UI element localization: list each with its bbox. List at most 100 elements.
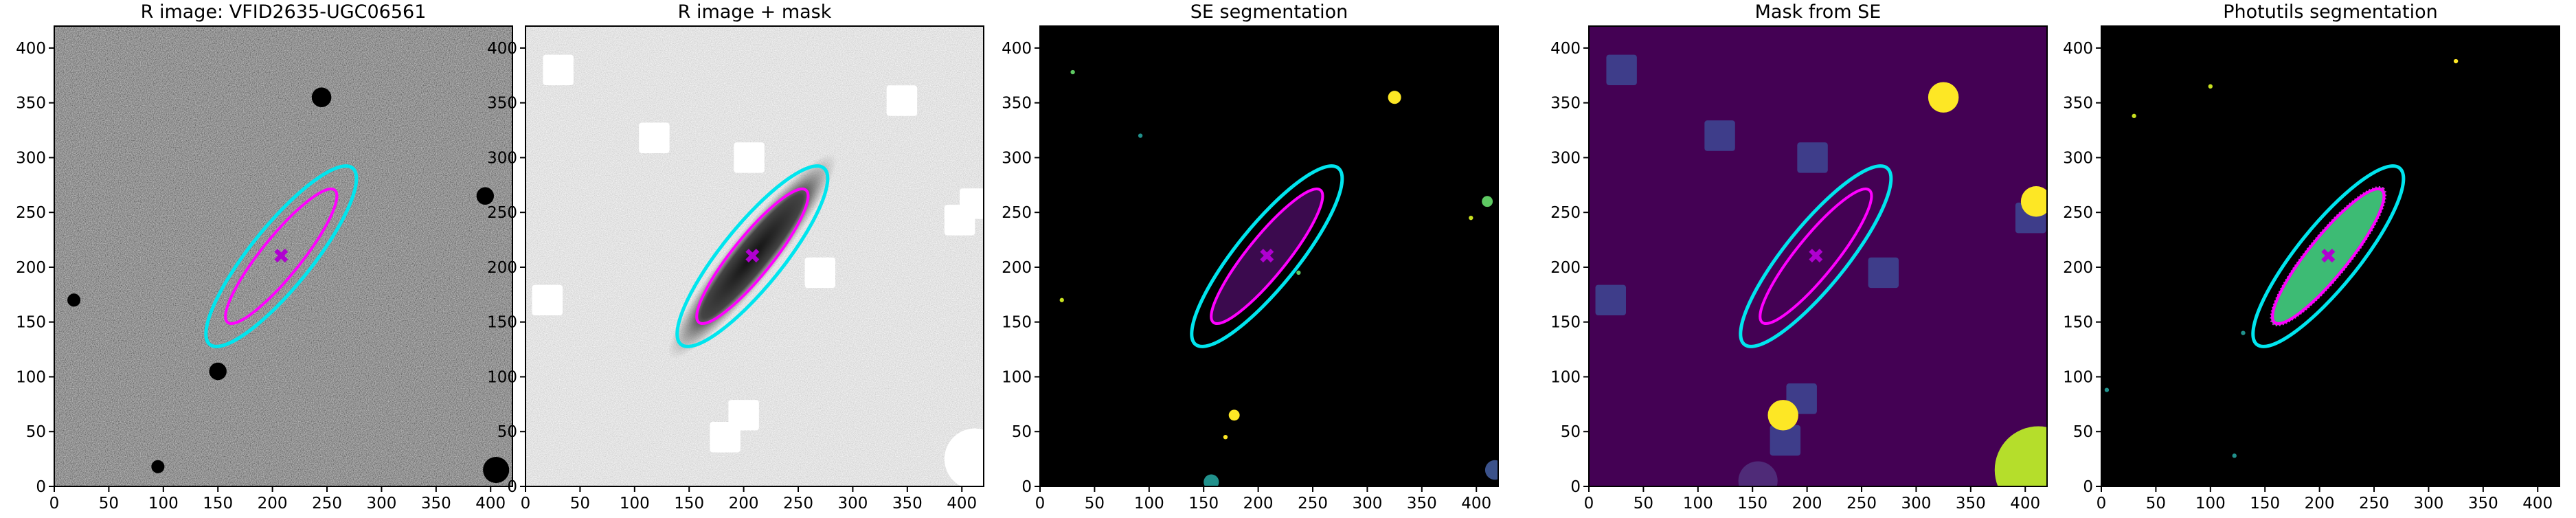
x-tick-label: 50 bbox=[1634, 495, 1653, 513]
x-tick-label: 400 bbox=[2522, 495, 2553, 513]
x-tick-label: 400 bbox=[947, 495, 977, 513]
panel-title: SE segmentation bbox=[1190, 1, 1348, 23]
panel: Photutils segmentation ✖ 0 50 100 150 200 250 30… bbox=[2063, 1, 2560, 513]
source bbox=[1928, 82, 1959, 113]
mask-square bbox=[944, 205, 975, 236]
y-tick-label: 0 bbox=[1021, 478, 1032, 496]
x-tick-label: 200 bbox=[729, 495, 759, 513]
y-tick-label: 100 bbox=[2063, 368, 2093, 386]
y-tick-label: 100 bbox=[1550, 368, 1581, 386]
source bbox=[1070, 69, 1075, 75]
axes-frame bbox=[525, 25, 984, 487]
y-tick-label: 50 bbox=[1012, 423, 1032, 441]
x-tick-label: 50 bbox=[99, 495, 119, 513]
y-tick-label: 300 bbox=[1550, 149, 1581, 167]
y-tick-label: 300 bbox=[487, 149, 517, 167]
panel-title: Photutils segmentation bbox=[2223, 1, 2438, 23]
source bbox=[1484, 460, 1498, 480]
x-tick-label: 150 bbox=[203, 495, 233, 513]
x-tick-label: 0 bbox=[49, 495, 60, 513]
mask-square bbox=[1797, 142, 1828, 173]
x-tick-label: 0 bbox=[1584, 495, 1594, 513]
y-tick-label: 50 bbox=[497, 423, 517, 441]
y-tick-label: 250 bbox=[16, 204, 46, 222]
y-tick-label: 150 bbox=[1550, 314, 1581, 332]
source bbox=[1204, 474, 1219, 486]
center-marker: ✖ bbox=[2320, 245, 2337, 269]
x-tick-label: 150 bbox=[674, 495, 704, 513]
x-tick-label: 300 bbox=[366, 495, 396, 513]
y-tick-label: 350 bbox=[1550, 95, 1581, 113]
mask-square bbox=[532, 284, 563, 316]
source bbox=[1228, 409, 1240, 421]
y-tick-label: 50 bbox=[2073, 423, 2093, 441]
source bbox=[2104, 387, 2110, 392]
y-tick-label: 150 bbox=[1002, 314, 1032, 332]
outer-ellipse bbox=[675, 164, 830, 348]
y-tick-label: 400 bbox=[1002, 40, 1032, 58]
y-tick-label: 50 bbox=[1561, 423, 1581, 441]
x-tick-label: 350 bbox=[2468, 495, 2498, 513]
source bbox=[1296, 270, 1301, 275]
y-tick-label: 150 bbox=[487, 314, 517, 332]
y-tick-label: 350 bbox=[16, 95, 46, 113]
x-tick-label: 100 bbox=[2195, 495, 2226, 513]
y-tick-label: 0 bbox=[507, 478, 517, 496]
x-tick-label: 350 bbox=[1956, 495, 1986, 513]
x-tick-label: 300 bbox=[1352, 495, 1382, 513]
x-tick-label: 250 bbox=[783, 495, 813, 513]
mask-square bbox=[543, 54, 574, 86]
x-tick-label: 400 bbox=[1461, 495, 1491, 513]
x-tick-label: 350 bbox=[1407, 495, 1437, 513]
source bbox=[2132, 113, 2136, 118]
source bbox=[1388, 91, 1401, 104]
x-tick-label: 50 bbox=[2146, 495, 2166, 513]
x-tick-label: 200 bbox=[2305, 495, 2335, 513]
image: ✖ bbox=[1589, 26, 2047, 486]
y-tick-label: 0 bbox=[36, 478, 46, 496]
x-tick-label: 400 bbox=[475, 495, 506, 513]
x-tick-label: 100 bbox=[148, 495, 179, 513]
y-tick-label: 0 bbox=[1570, 478, 1581, 496]
y-tick-label: 350 bbox=[487, 95, 517, 113]
source bbox=[67, 293, 81, 307]
mask-square bbox=[710, 421, 741, 453]
source bbox=[311, 87, 332, 107]
x-tick-label: 300 bbox=[837, 495, 868, 513]
outer-ellipse bbox=[204, 164, 359, 348]
x-tick-label: 250 bbox=[1846, 495, 1877, 513]
source bbox=[2020, 186, 2047, 217]
image: ✖ bbox=[526, 26, 984, 486]
y-tick-label: 250 bbox=[1002, 204, 1032, 222]
mask-square bbox=[639, 122, 670, 153]
y-tick-label: 250 bbox=[487, 204, 517, 222]
source bbox=[1738, 461, 1778, 486]
segment bbox=[2271, 187, 2386, 326]
image-background bbox=[54, 26, 512, 486]
x-tick-label: 200 bbox=[1243, 495, 1274, 513]
source bbox=[1223, 435, 1228, 440]
x-tick-label: 50 bbox=[570, 495, 590, 513]
center-marker: ✖ bbox=[744, 245, 761, 269]
y-tick-label: 400 bbox=[16, 40, 46, 58]
y-tick-label: 200 bbox=[487, 259, 517, 277]
source bbox=[151, 460, 165, 473]
source bbox=[2208, 84, 2213, 89]
outer-ellipse bbox=[1190, 164, 1344, 348]
outer-ellipse bbox=[1739, 164, 1893, 348]
image: ✖ bbox=[54, 26, 512, 486]
mask-square bbox=[734, 142, 765, 173]
source bbox=[2232, 453, 2237, 458]
y-tick-label: 200 bbox=[1002, 259, 1032, 277]
image: ✖ bbox=[1040, 26, 1498, 486]
panel: SE segmentation ✖ 0 50 100 150 200 250 300 350 400… bbox=[1002, 1, 1499, 513]
source bbox=[1138, 133, 1143, 138]
panel: Mask from SE ✖ 0 50 100 150 200 250 300 350 400 0 50… bbox=[1550, 1, 2048, 513]
galaxy bbox=[668, 153, 837, 359]
x-tick-label: 150 bbox=[1188, 495, 1219, 513]
source bbox=[1059, 297, 1064, 302]
y-tick-label: 200 bbox=[16, 259, 46, 277]
source bbox=[483, 457, 510, 484]
